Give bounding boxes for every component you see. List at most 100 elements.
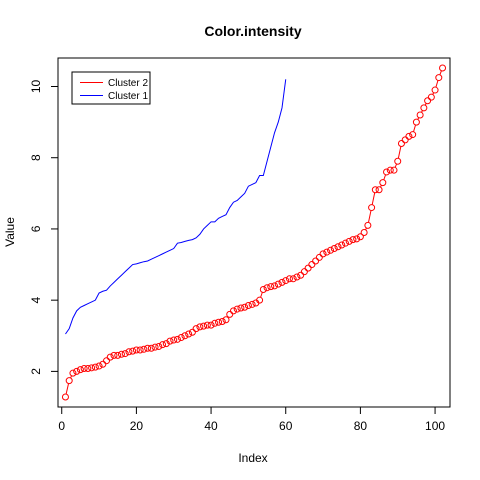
data-point	[323, 248, 331, 256]
x-tick-label: 100	[425, 419, 445, 433]
data-point	[229, 307, 237, 315]
data-point	[80, 365, 88, 373]
data-point	[170, 336, 178, 344]
data-point	[166, 337, 174, 345]
data-point	[73, 367, 81, 375]
data-point	[338, 241, 346, 249]
data-point	[200, 322, 208, 330]
series-line	[65, 79, 287, 335]
data-point	[233, 305, 241, 313]
data-point	[300, 268, 308, 276]
data-point	[155, 342, 163, 350]
series-connector	[368, 210, 372, 223]
data-point	[330, 245, 338, 253]
data-point	[289, 275, 297, 283]
data-point	[151, 343, 159, 351]
series-connector	[413, 125, 416, 132]
data-point	[207, 321, 215, 329]
data-point	[65, 377, 73, 385]
data-point	[114, 351, 122, 359]
data-point	[147, 344, 155, 352]
data-point	[263, 284, 271, 292]
data-point	[237, 304, 245, 312]
data-point	[297, 271, 305, 279]
data-point	[106, 353, 114, 361]
data-point	[215, 318, 223, 326]
data-point	[293, 273, 301, 281]
data-point	[256, 296, 264, 304]
x-tick-label: 20	[130, 419, 144, 433]
data-point	[244, 302, 252, 310]
data-point	[110, 351, 118, 359]
legend: Cluster 2 Cluster 1	[71, 71, 151, 105]
data-point	[327, 246, 335, 254]
data-point	[76, 366, 84, 374]
data-point	[390, 166, 398, 174]
data-point	[405, 132, 413, 140]
x-axis: 0 20 40 60 80 100	[58, 406, 445, 433]
data-point	[140, 345, 148, 353]
data-point	[409, 131, 417, 139]
data-point	[91, 363, 99, 371]
data-point	[159, 341, 167, 349]
data-point	[379, 179, 387, 187]
data-point	[368, 204, 376, 212]
x-tick-label: 80	[354, 419, 368, 433]
data-point	[383, 168, 391, 176]
data-point	[364, 221, 372, 229]
x-axis-label: Index	[238, 451, 267, 465]
data-point	[304, 264, 312, 272]
y-axis-label: Value	[3, 217, 17, 247]
data-point	[360, 229, 368, 236]
data-point	[211, 319, 219, 327]
data-point	[319, 250, 327, 258]
data-point	[420, 104, 428, 112]
data-point	[274, 280, 282, 288]
data-point	[312, 257, 320, 265]
series-cluster-2	[61, 64, 447, 401]
data-point	[99, 360, 107, 368]
y-tick-label: 2	[29, 368, 43, 375]
data-point	[285, 275, 293, 283]
data-point	[278, 278, 286, 286]
series-connector	[65, 383, 69, 395]
y-tick-label: 10	[29, 79, 43, 93]
data-point	[259, 285, 267, 293]
data-point	[371, 186, 379, 194]
data-point	[345, 237, 353, 245]
data-point	[117, 350, 125, 358]
series-connector	[383, 174, 386, 180]
data-point	[177, 334, 185, 342]
data-point	[427, 93, 435, 101]
series-connector	[70, 375, 72, 379]
series-connector	[394, 164, 397, 168]
data-point	[188, 328, 196, 336]
data-point	[375, 186, 383, 194]
data-point	[84, 365, 92, 373]
data-point	[248, 300, 256, 308]
data-point	[218, 318, 226, 326]
data-point	[196, 323, 204, 331]
data-point	[353, 235, 361, 243]
chart-title: Color.intensity	[204, 23, 301, 39]
series-layer	[61, 64, 447, 401]
x-tick-label: 40	[204, 419, 218, 433]
data-point	[226, 310, 234, 318]
data-point	[341, 239, 349, 247]
data-point	[95, 362, 103, 370]
legend-label-cluster-1: Cluster 1	[108, 91, 148, 102]
data-point	[61, 393, 69, 401]
data-point	[271, 282, 279, 290]
legend-box	[71, 71, 151, 105]
y-tick-label: 6	[29, 225, 43, 232]
data-point	[267, 283, 275, 291]
data-point	[144, 344, 152, 352]
series-connector	[439, 70, 442, 75]
data-point	[356, 233, 364, 241]
y-axis: 2 4 6 8 10	[29, 79, 59, 375]
data-point	[394, 157, 402, 165]
data-point	[173, 335, 181, 343]
data-point	[424, 97, 432, 105]
data-point	[416, 111, 424, 119]
